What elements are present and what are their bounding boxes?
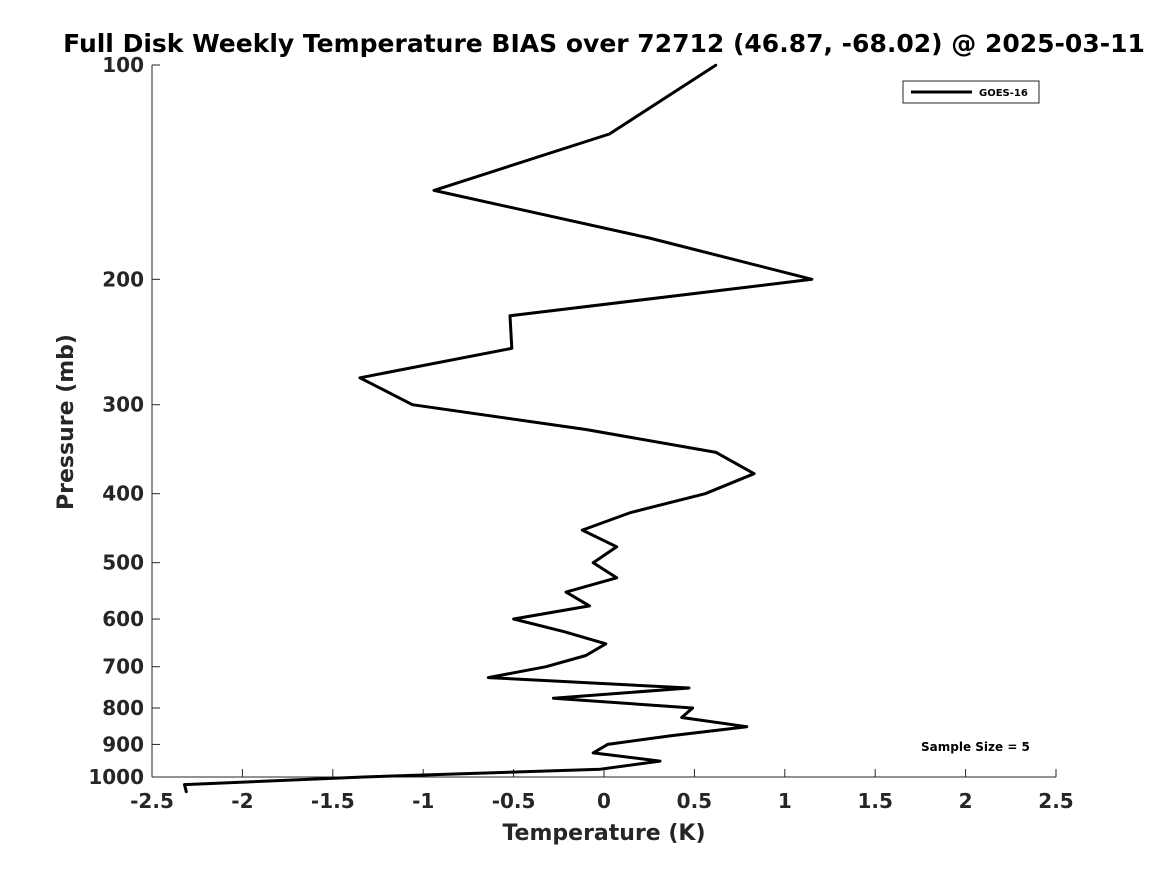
y-tick-label: 200 bbox=[102, 267, 144, 291]
y-tick-label: 100 bbox=[102, 53, 144, 77]
data-point bbox=[745, 725, 749, 728]
x-tick-label: 2.5 bbox=[1038, 789, 1073, 813]
data-point bbox=[563, 630, 566, 633]
data-point bbox=[552, 696, 555, 700]
data-point bbox=[615, 545, 618, 549]
data-point bbox=[185, 790, 188, 794]
data-point bbox=[604, 642, 608, 645]
x-tick-label: 1.5 bbox=[857, 789, 892, 813]
data-point bbox=[714, 451, 718, 454]
x-tick-label: 1 bbox=[778, 789, 792, 813]
data-point bbox=[411, 403, 414, 406]
x-tick-label: -0.5 bbox=[492, 789, 536, 813]
y-tick-label: 700 bbox=[102, 655, 144, 679]
x-ticks: -2.5 -2 -1.5 -1 -0.5 0 0.5 1 1.5 2 2.5 bbox=[130, 769, 1074, 813]
legend: GOES-16 bbox=[902, 80, 1040, 104]
y-tick-label: 300 bbox=[102, 393, 144, 417]
data-point bbox=[606, 743, 609, 746]
data-point bbox=[362, 775, 365, 779]
data-point bbox=[810, 278, 814, 281]
y-tick-label: 600 bbox=[102, 607, 144, 631]
data-point bbox=[588, 604, 591, 608]
x-tick-label: 2 bbox=[959, 789, 973, 813]
data-point bbox=[183, 783, 186, 786]
x-tick-label: -1.5 bbox=[311, 789, 355, 813]
plot-frame bbox=[151, 65, 1056, 778]
data-point bbox=[544, 665, 548, 668]
data-point bbox=[358, 376, 362, 380]
data-point bbox=[584, 654, 588, 657]
data-point bbox=[508, 314, 512, 317]
data-point bbox=[512, 617, 515, 621]
data-point bbox=[599, 767, 602, 771]
data-point bbox=[581, 528, 584, 532]
data-point bbox=[669, 734, 673, 737]
x-tick-label: -2.5 bbox=[130, 789, 174, 813]
data-point bbox=[608, 132, 611, 136]
data-point bbox=[704, 492, 707, 495]
y-tick-label: 500 bbox=[102, 551, 144, 575]
data-point bbox=[752, 472, 756, 475]
series-layer bbox=[183, 63, 814, 794]
data-point bbox=[648, 236, 651, 240]
y-tick-label: 400 bbox=[102, 482, 144, 506]
data-point bbox=[714, 63, 718, 67]
data-point bbox=[432, 189, 436, 192]
y-ticks: 100 200 300 400 500 600 700 800 900 1000 bbox=[88, 53, 160, 789]
legend-label-goes-16: GOES-16 bbox=[979, 88, 1028, 99]
y-tick-label: 1000 bbox=[88, 765, 144, 789]
x-tick-label: 0 bbox=[597, 789, 611, 813]
y-tick-label: 900 bbox=[102, 732, 144, 756]
x-tick-label: 0.5 bbox=[677, 789, 712, 813]
data-point bbox=[591, 751, 595, 755]
data-point bbox=[629, 511, 633, 514]
data-point bbox=[564, 590, 568, 594]
x-axis-label: Temperature (K) bbox=[502, 821, 705, 846]
data-point bbox=[584, 428, 588, 431]
data-point bbox=[680, 716, 683, 719]
data-point bbox=[658, 759, 662, 763]
data-point bbox=[510, 347, 513, 350]
x-tick-label: -1 bbox=[412, 789, 434, 813]
data-point bbox=[687, 686, 691, 690]
data-point bbox=[591, 561, 595, 564]
data-point bbox=[615, 576, 618, 579]
data-point bbox=[487, 676, 490, 679]
x-tick-label: -2 bbox=[231, 789, 253, 813]
series-line-goes-16 bbox=[183, 63, 814, 793]
chart-title: Full Disk Weekly Temperature BIAS over 7… bbox=[63, 29, 1145, 58]
y-tick-label: 800 bbox=[102, 696, 144, 720]
sample-size-annotation: Sample Size = 5 bbox=[921, 740, 1030, 754]
y-axis-label: Pressure (mb) bbox=[54, 334, 79, 510]
data-point bbox=[691, 706, 694, 710]
